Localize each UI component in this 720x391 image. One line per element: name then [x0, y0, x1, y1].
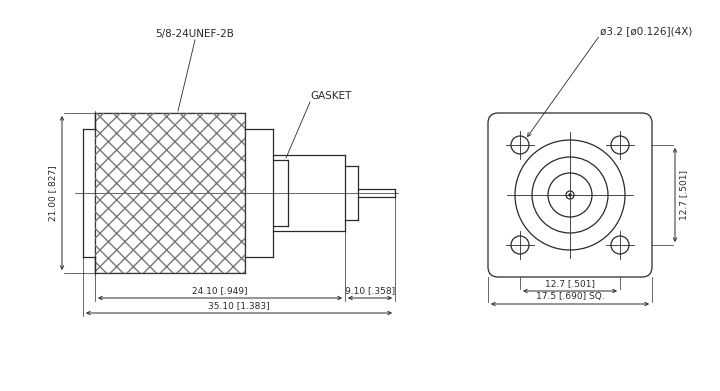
Circle shape — [569, 194, 572, 197]
Text: 21.00 [.827]: 21.00 [.827] — [48, 165, 57, 221]
Text: 17.5 [.690] SQ.: 17.5 [.690] SQ. — [536, 292, 604, 301]
Text: GASKET: GASKET — [310, 91, 351, 101]
Text: 9.10 [.358]: 9.10 [.358] — [345, 286, 395, 295]
Text: 35.10 [1.383]: 35.10 [1.383] — [208, 301, 270, 310]
Text: ø3.2 [ø0.126](4X): ø3.2 [ø0.126](4X) — [600, 26, 693, 36]
Bar — [95, 113, 245, 273]
Text: 24.10 [.949]: 24.10 [.949] — [192, 286, 248, 295]
Text: 5/8-24UNEF-2B: 5/8-24UNEF-2B — [156, 29, 235, 39]
Text: 12.7 [.501]: 12.7 [.501] — [545, 279, 595, 288]
Text: 12.7 [.501]: 12.7 [.501] — [679, 170, 688, 220]
